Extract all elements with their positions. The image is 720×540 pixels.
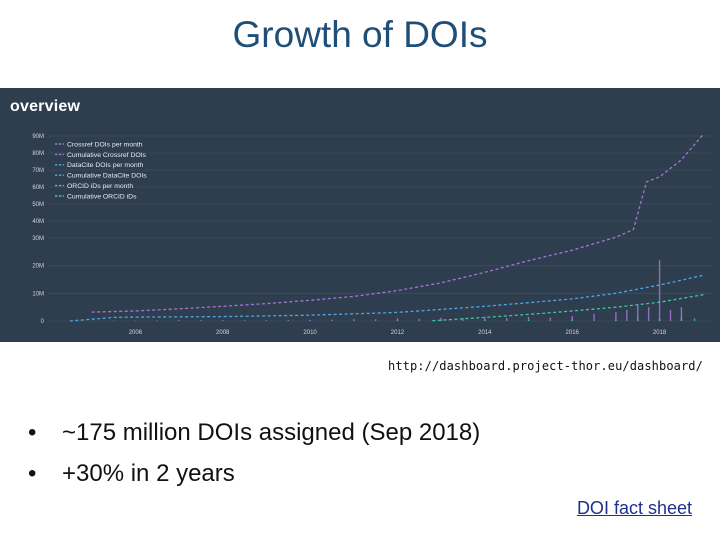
legend-label: Crossref DOIs per month [67, 141, 143, 148]
bullet-dot-icon: • [28, 460, 37, 487]
bar-mark [353, 319, 355, 321]
bar-mark [396, 320, 399, 321]
bullet-text: +30% in 2 years [62, 460, 235, 487]
bullet-item: • +30% in 2 years [28, 456, 480, 497]
bullet-list: • ~175 million DOIs assigned (Sep 2018) •… [28, 415, 480, 497]
bar-mark [647, 307, 650, 321]
bar-mark [637, 317, 639, 321]
bar-mark [571, 319, 573, 321]
y-tick-label: 70M [32, 168, 44, 174]
bar-mark [309, 320, 311, 321]
bar-mark [484, 320, 486, 321]
legend-label: ORCID iDs per month [67, 183, 133, 190]
legend-label: Cumulative ORCID iDs [67, 193, 137, 200]
x-tick-label: 2016 [566, 330, 580, 336]
series-line [432, 294, 704, 322]
y-tick-label: 80M [32, 151, 44, 157]
doi-fact-sheet-link[interactable]: DOI fact sheet [576, 498, 692, 518]
series-line [69, 274, 704, 322]
bar-mark [593, 313, 595, 321]
bar-mark [484, 317, 486, 321]
bar-mark [440, 320, 442, 321]
slide-title: Growth of DOIs [232, 14, 488, 55]
y-tick-label: 20M [32, 264, 44, 270]
bar-mark [680, 316, 683, 321]
bar-mark [669, 309, 672, 321]
bar-mark [693, 318, 696, 321]
bar-mark [680, 307, 683, 321]
bar-mark [626, 309, 628, 321]
legend-label: DataCite DOIs per month [67, 162, 144, 169]
bar-mark [549, 317, 552, 321]
x-tick-label: 2008 [216, 330, 230, 336]
bar-mark [637, 304, 639, 321]
bar-mark [505, 317, 508, 321]
bullet-item: • ~175 million DOIs assigned (Sep 2018) [28, 415, 480, 456]
bar-mark [156, 320, 158, 321]
bar-mark [222, 320, 224, 322]
y-tick-label: 10M [32, 291, 44, 297]
x-tick-label: 2018 [653, 330, 667, 336]
y-tick-label: 40M [32, 219, 44, 225]
bar-mark [615, 319, 617, 321]
bar-mark [134, 320, 137, 322]
y-tick-label: 0 [41, 319, 45, 325]
bar-mark [615, 312, 617, 321]
bar-mark [571, 316, 573, 321]
y-tick-label: 60M [32, 185, 44, 191]
y-tick-label: 30M [32, 236, 44, 242]
bullet-text: ~175 million DOIs assigned (Sep 2018) [62, 419, 481, 446]
x-tick-label: 2014 [478, 330, 492, 336]
bar-mark [527, 319, 530, 321]
series-line [91, 133, 704, 313]
x-tick-label: 2010 [303, 330, 317, 336]
bar-mark [440, 317, 442, 321]
bar-mark [462, 318, 464, 321]
bar-mark [527, 316, 530, 321]
overview-chart: 0 10M 20M 30M 40M 50M 60M 70M 80M 90M 2006 2008 2010… [32, 133, 712, 336]
dashboard-title: overview [10, 98, 81, 115]
bar-mark [200, 320, 202, 321]
x-tick-label: 2012 [391, 330, 405, 336]
bar-mark [396, 318, 399, 321]
bar-mark [112, 320, 115, 322]
bar-mark [309, 319, 311, 321]
bar-mark [222, 320, 224, 321]
source-url: http://dashboard.project-thor.eu/dashboa… [388, 359, 703, 373]
bar-mark [265, 320, 268, 321]
bar-mark [658, 260, 661, 321]
legend-label: Cumulative DataCite DOIs [67, 173, 147, 180]
bar-mark [243, 320, 246, 321]
bar-mark [331, 319, 333, 321]
y-tick-label: 90M [32, 134, 44, 140]
bar-mark [178, 319, 180, 321]
overview-dashboard: 0 10M 20M 30M 40M 50M 60M 70M 80M 90M 2006 2008 2010… [0, 88, 720, 342]
y-tick-label: 50M [32, 202, 44, 208]
x-tick-label: 2006 [129, 330, 143, 336]
bullet-dot-icon: • [28, 419, 37, 446]
legend-label: Cumulative Crossref DOIs [67, 152, 147, 159]
bar-mark [418, 318, 421, 321]
bar-mark [374, 319, 377, 321]
bar-mark [658, 318, 661, 321]
bar-mark [287, 319, 289, 321]
